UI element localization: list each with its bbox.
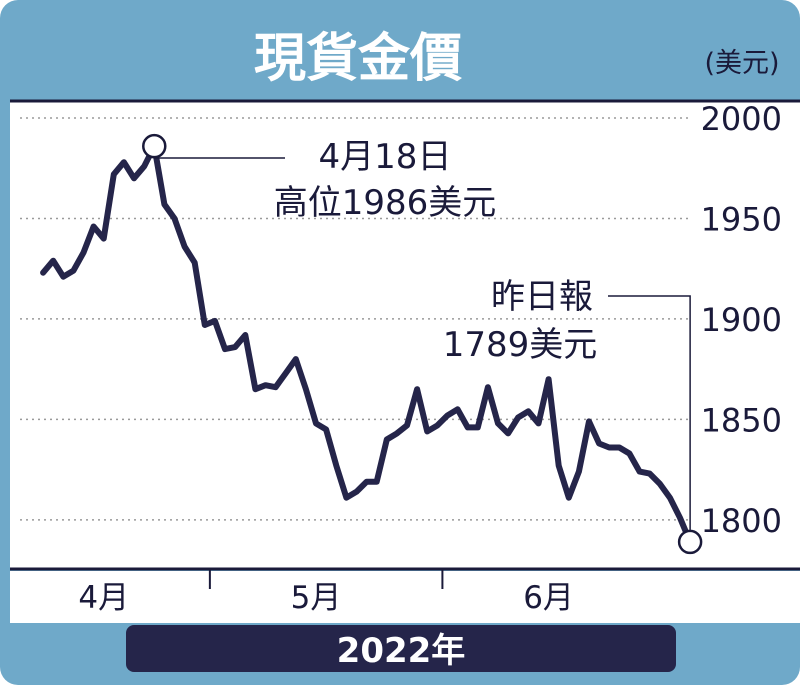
month-dividers [208,569,444,589]
year-bar [126,625,676,672]
month-label: 4月 [78,580,129,616]
year-label: 2022年 [337,631,466,671]
y-tick-label: 1800 [701,502,782,540]
y-tick-label: 1950 [701,200,782,238]
y-tick-labels: 2000 1950 1900 1850 1800 [701,100,782,540]
annotation-high-value: 高位1986美元 [274,183,497,223]
month-labels: 4月 5月 6月 [78,580,574,616]
annotation-latest-label: 昨日報 [491,277,593,317]
annotation-latest-value: 1789美元 [443,325,598,365]
annotation-marker-high [142,133,167,159]
y-tick-label: 1850 [701,401,782,439]
unit-label: (美元) [704,48,779,79]
month-label: 5月 [291,580,342,616]
annotation-leader-latest [608,295,691,530]
month-strip [10,571,800,623]
month-label: 6月 [523,580,574,616]
annotation-marker-latest [677,529,703,555]
grid-lines [20,117,690,521]
annotation-high-date: 4月18日 [319,137,452,177]
chart-title: 現貨金價 [254,29,462,89]
y-tick-label: 2000 [701,100,782,138]
y-tick-label: 1900 [701,301,782,339]
